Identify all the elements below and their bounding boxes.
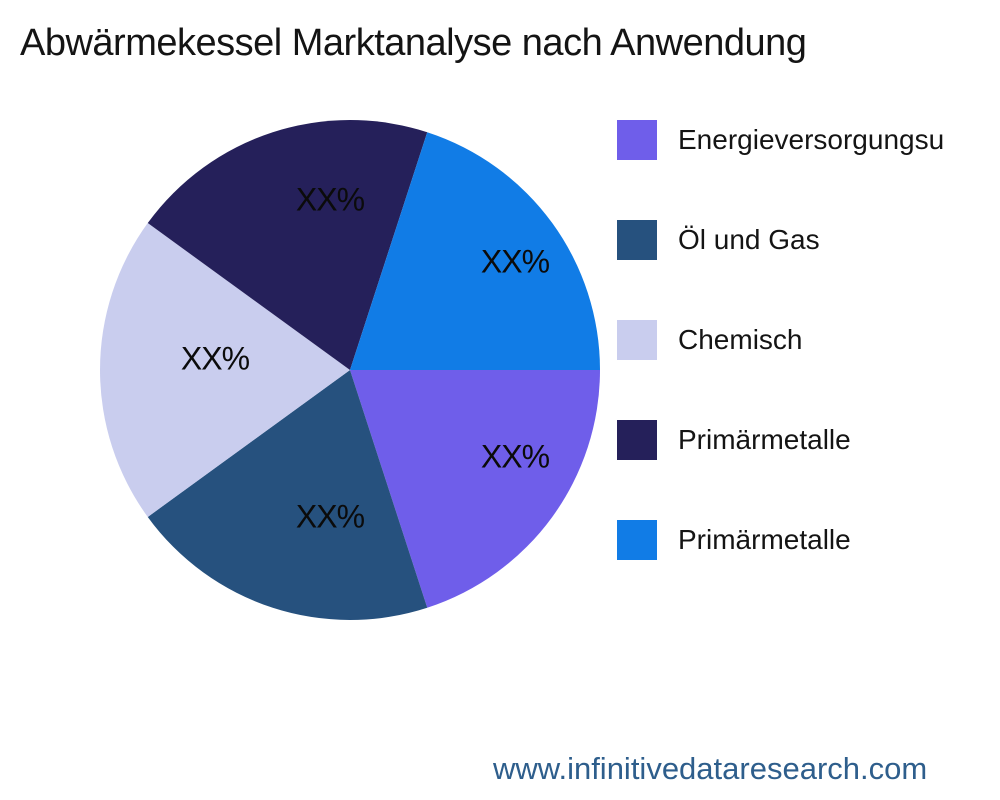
legend-label: Primärmetalle <box>678 424 851 455</box>
legend-swatch <box>617 120 657 160</box>
pie-percent-label: XX% <box>480 438 550 475</box>
legend-label: Öl und Gas <box>678 224 820 255</box>
legend-item: Chemisch <box>617 320 802 360</box>
chart-title: Abwärmekessel Marktanalyse nach Anwendun… <box>20 22 807 64</box>
pie-slice <box>100 223 350 517</box>
pie-slice <box>147 120 428 370</box>
legend-item: Primärmetalle <box>617 420 851 460</box>
legend-label: Chemisch <box>678 324 803 355</box>
legend-swatch <box>617 220 657 260</box>
pie-slice <box>350 132 600 370</box>
legend-item: Energieversorgungsu <box>617 120 944 160</box>
legend-item: Primärmetalle <box>617 520 851 560</box>
pie-percent-label: XX% <box>180 340 250 377</box>
legend-swatch <box>617 320 657 360</box>
legend-item: Öl und Gas <box>617 220 820 260</box>
pie-percent-label: XX% <box>295 181 365 218</box>
pie-percent-label: XX% <box>480 243 550 280</box>
pie-slice <box>350 370 600 608</box>
legend-swatch <box>617 420 657 460</box>
legend-label: Primärmetalle <box>678 524 851 555</box>
legend-label: Energieversorgungsu <box>678 124 945 155</box>
pie-percent-label: XX% <box>295 498 365 535</box>
watermark-url: www.infinitivedataresearch.com <box>493 751 928 786</box>
legend-swatch <box>617 520 657 560</box>
pie-slice <box>147 370 428 620</box>
